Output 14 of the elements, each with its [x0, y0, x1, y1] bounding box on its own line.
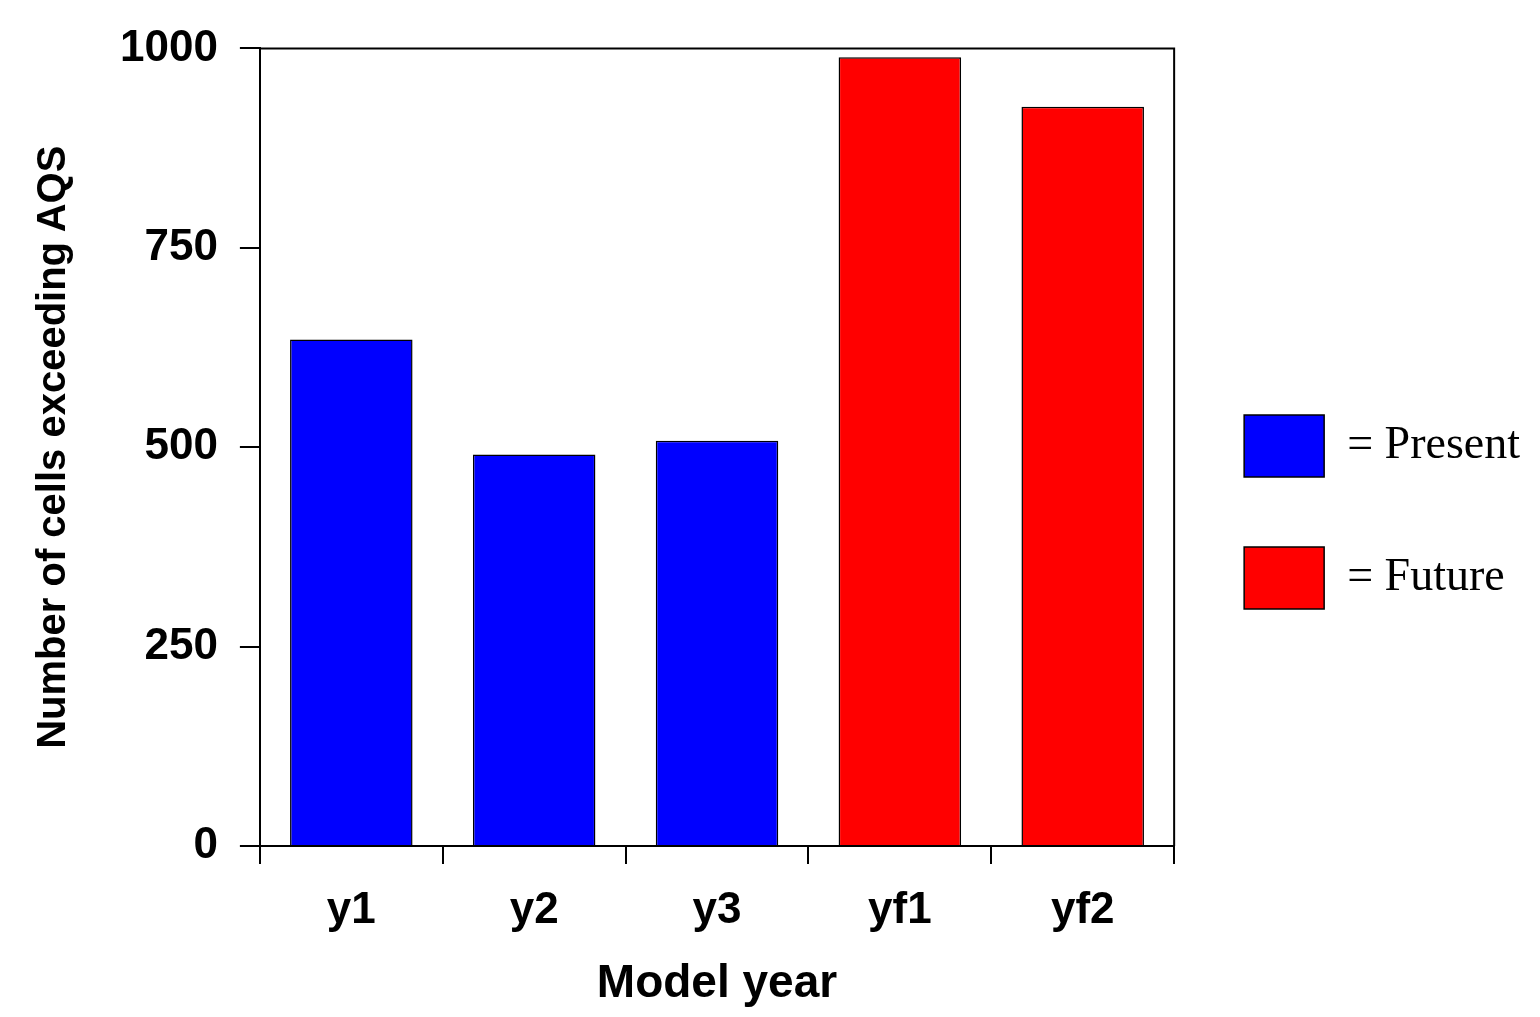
legend-label: = Present: [1347, 417, 1521, 469]
x-tick-label: y3: [692, 882, 742, 932]
x-tick-label: yf2: [1050, 882, 1115, 932]
y-tick-label: 0: [193, 818, 218, 868]
x-tick-label: y1: [326, 882, 376, 932]
y-tick-label: 500: [144, 419, 218, 469]
x-tick-label: yf1: [868, 882, 932, 932]
x-tick-label: y2: [509, 882, 559, 932]
y-tick-label: 1000: [119, 20, 218, 70]
y-axis-title: Number of cells exceeding AQS: [29, 145, 74, 749]
y-tick-label: 750: [144, 219, 218, 269]
legend-label: = Future: [1347, 549, 1505, 601]
x-axis-title: Model year: [596, 955, 838, 1008]
y-tick-label: 250: [144, 618, 218, 668]
